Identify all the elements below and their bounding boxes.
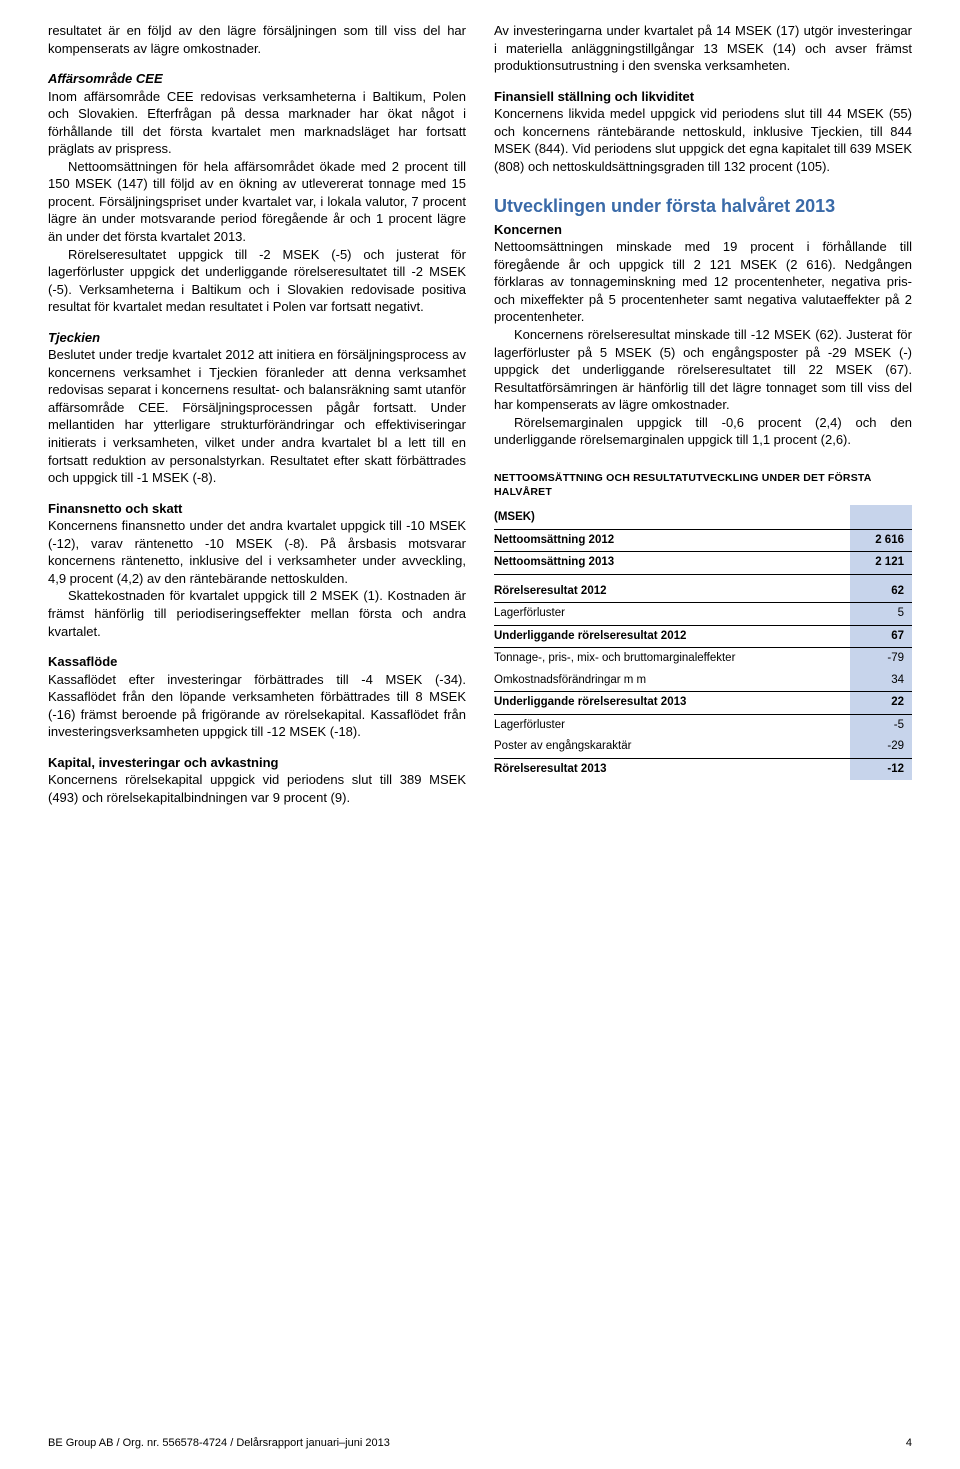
block-finstallning: Finansiell ställning och likviditet Konc… <box>494 88 912 176</box>
table-unit: (MSEK) <box>494 507 850 529</box>
r1-val: 2 616 <box>850 529 912 552</box>
table-caption: NETTOOMSÄTTNING OCH RESULTATUTVECKLING U… <box>494 471 912 499</box>
para-koncernen-2: Koncernens rörelseresultat minskade till… <box>494 326 912 414</box>
para-koncernen-3: Rörelsemarginalen uppgick till -0,6 proc… <box>494 414 912 449</box>
r10-val: -29 <box>850 736 912 758</box>
r6-val: -79 <box>850 648 912 670</box>
para-finansnetto-1: Koncernens finansnetto under det andra k… <box>48 518 466 586</box>
r7-label: Omkostnadsförändringar m m <box>494 670 850 692</box>
r8-label: Underliggande rörelseresultat 2013 <box>494 692 850 715</box>
block-kapital: Kapital, investeringar och avkastning Ko… <box>48 754 466 807</box>
heading-koncernen: Koncernen <box>494 222 562 237</box>
heading-finansnetto: Finansnetto och skatt <box>48 501 182 516</box>
page-footer: BE Group AB / Org. nr. 556578-4724 / Del… <box>48 1436 912 1451</box>
para-kassaflode: Kassaflödet efter investeringar förbättr… <box>48 672 466 740</box>
r9-val: -5 <box>850 714 912 736</box>
block-koncernen: Koncernen Nettoomsättningen minskade med… <box>494 221 912 326</box>
r5-val: 67 <box>850 625 912 648</box>
para-left-1: resultatet är en följd av den lägre förs… <box>48 22 466 57</box>
block-tjeckien: Tjeckien Beslutet under tredje kvartalet… <box>48 329 466 487</box>
r9-label: Lagerförluster <box>494 714 850 736</box>
heading-kapital: Kapital, investeringar och avkastning <box>48 755 278 770</box>
results-table: NETTOOMSÄTTNING OCH RESULTATUTVECKLING U… <box>494 471 912 781</box>
r1-label: Nettoomsättning 2012 <box>494 529 850 552</box>
heading-cee: Affärsområde CEE <box>48 71 163 86</box>
para-cee-2: Nettoomsättningen för hela affärsområdet… <box>48 158 466 246</box>
para-cee-3: Rörelseresultatet uppgick till -2 MSEK (… <box>48 246 466 316</box>
heading-finstallning: Finansiell ställning och likviditet <box>494 89 694 104</box>
block-finansnetto: Finansnetto och skatt Koncernens finansn… <box>48 500 466 588</box>
footer-left: BE Group AB / Org. nr. 556578-4724 / Del… <box>48 1436 390 1451</box>
r5-label: Underliggande rörelseresultat 2012 <box>494 625 850 648</box>
r2-label: Nettoomsättning 2013 <box>494 552 850 575</box>
r11-label: Rörelseresultat 2013 <box>494 758 850 780</box>
r8-val: 22 <box>850 692 912 715</box>
para-finansnetto-2: Skattekostnaden för kvartalet uppgick ti… <box>48 587 466 640</box>
block-kassaflode: Kassaflöde Kassaflödet efter investering… <box>48 653 466 741</box>
para-right-1: Av investeringarna under kvartalet på 14… <box>494 22 912 75</box>
para-koncernen-1: Nettoomsättningen minskade med 19 procen… <box>494 239 912 324</box>
r3-label: Rörelseresultat 2012 <box>494 581 850 603</box>
r3-val: 62 <box>850 581 912 603</box>
r2-val: 2 121 <box>850 552 912 575</box>
r7-val: 34 <box>850 670 912 692</box>
r6-label: Tonnage-, pris-, mix- och bruttomarginal… <box>494 648 850 670</box>
right-column: Av investeringarna under kvartalet på 14… <box>494 22 912 819</box>
section-title: Utvecklingen under första halvåret 2013 <box>494 194 912 218</box>
para-cee-1: Inom affärsområde CEE redovisas verksamh… <box>48 89 466 157</box>
heading-tjeckien: Tjeckien <box>48 330 100 345</box>
para-kapital: Koncernens rörelsekapital uppgick vid pe… <box>48 772 466 805</box>
footer-page-number: 4 <box>906 1436 912 1451</box>
r4-val: 5 <box>850 603 912 626</box>
r10-label: Poster av engångskaraktär <box>494 736 850 758</box>
para-tjeckien: Beslutet under tredje kvartalet 2012 att… <box>48 347 466 485</box>
r11-val: -12 <box>850 758 912 780</box>
block-cee: Affärsområde CEE Inom affärsområde CEE r… <box>48 70 466 158</box>
r4-label: Lagerförluster <box>494 603 850 626</box>
para-finstallning: Koncernens likvida medel uppgick vid per… <box>494 106 912 174</box>
heading-kassaflode: Kassaflöde <box>48 654 117 669</box>
left-column: resultatet är en följd av den lägre förs… <box>48 22 466 819</box>
